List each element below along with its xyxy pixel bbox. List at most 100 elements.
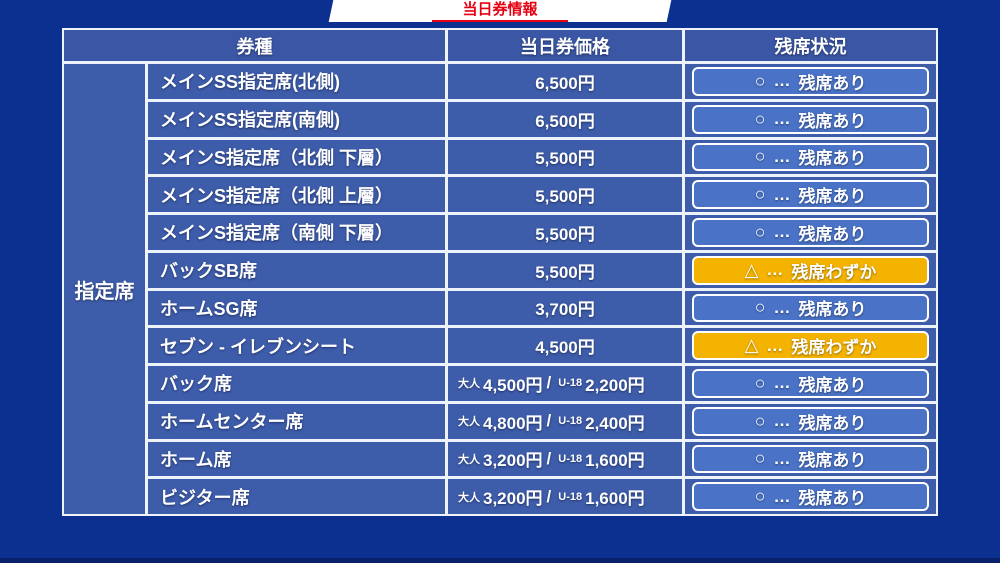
status-label: 残席わずか: [791, 262, 877, 282]
ticket-name: セブン - イレブンシート: [148, 328, 445, 363]
status-separator: …: [773, 146, 791, 166]
category-label: 指定席: [64, 64, 145, 514]
adult-price-value: 3,200円: [483, 451, 543, 471]
ticket-name: ホーム席: [148, 441, 445, 477]
status-cell: ○ … 残席あり: [685, 403, 936, 439]
status-separator: …: [773, 109, 791, 129]
ticket-name: メインSS指定席(北側): [148, 64, 445, 99]
status-label: 残席わずか: [791, 338, 877, 358]
u18-price-label: U-18: [558, 452, 583, 465]
status-badge-available: ○ … 残席あり: [692, 180, 929, 209]
circle-icon: ○: [754, 108, 766, 129]
status-cell: ○ … 残席あり: [685, 215, 936, 250]
circle-icon: ○: [754, 70, 766, 91]
status-cell: ○ … 残席あり: [685, 479, 936, 514]
status-cell: ○ … 残席あり: [685, 177, 936, 212]
price-separator: /: [546, 411, 552, 431]
status-label: 残席あり: [798, 73, 867, 93]
ticket-name: ホームSG席: [148, 290, 445, 326]
status-separator: …: [773, 411, 791, 431]
u18-price-value: 1,600円: [585, 489, 645, 509]
adult-price-label: 大人: [458, 378, 480, 391]
circle-icon: ○: [754, 221, 766, 242]
price-separator: /: [546, 373, 552, 393]
u18-price-value: 1,600円: [585, 451, 645, 471]
price-separator: /: [546, 448, 552, 468]
status-separator: …: [773, 222, 791, 242]
status-cell: ○ … 残席あり: [685, 64, 936, 99]
price-separator: /: [546, 486, 552, 506]
circle-icon: ○: [754, 410, 766, 431]
status-badge-available: ○ … 残席あり: [692, 67, 929, 96]
status-separator: …: [773, 297, 791, 317]
adult-price-value: 4,800円: [483, 413, 543, 433]
status-badge-available: ○ … 残席あり: [692, 369, 929, 398]
adult-price-value: 4,500円: [483, 375, 543, 395]
status-cell: ○ … 残席あり: [685, 101, 936, 137]
ticket-name: バック席: [148, 366, 445, 401]
status-cell: △ … 残席わずか: [685, 328, 936, 363]
status-separator: …: [766, 260, 784, 280]
triangle-icon: △: [744, 259, 759, 280]
status-label: 残席あり: [798, 224, 867, 244]
status-label: 残席あり: [798, 413, 867, 433]
status-label: 残席あり: [798, 111, 867, 131]
ticket-price: 5,500円: [448, 252, 682, 288]
status-badge-available: ○ … 残席あり: [692, 104, 929, 134]
adult-price-label: 大人: [458, 491, 480, 504]
ticket-price: 5,500円: [448, 215, 682, 250]
circle-icon: ○: [754, 146, 766, 167]
circle-icon: ○: [754, 372, 766, 393]
header-price: 当日券価格: [448, 30, 682, 61]
ticket-price: 大人 4,800円 / U-18 2,400円: [448, 403, 682, 439]
ticket-name: メインS指定席（北側 下層）: [148, 139, 445, 175]
status-badge-available: ○ … 残席あり: [692, 142, 929, 172]
status-badge-available: ○ … 残席あり: [692, 482, 929, 511]
status-label: 残席あり: [798, 489, 867, 509]
ticket-price: 3,700円: [448, 290, 682, 326]
ticket-price: 大人 4,500円 / U-18 2,200円: [448, 366, 682, 401]
status-badge-available: ○ … 残席あり: [692, 218, 929, 247]
status-label: 残席あり: [798, 300, 867, 320]
u18-price-value: 2,200円: [585, 375, 645, 395]
ticket-name: メインSS指定席(南側): [148, 101, 445, 137]
status-badge-few: △ … 残席わずか: [692, 255, 929, 285]
ticket-price: 4,500円: [448, 328, 682, 363]
u18-price-value: 2,400円: [585, 413, 645, 433]
circle-icon: ○: [754, 448, 766, 469]
status-separator: …: [773, 448, 791, 468]
ticket-price: 6,500円: [448, 101, 682, 137]
adult-price-label: 大人: [458, 416, 480, 429]
ticket-name: メインS指定席（南側 下層）: [148, 215, 445, 250]
status-badge-few: △ … 残席わずか: [692, 331, 929, 360]
status-separator: …: [773, 71, 791, 91]
ticket-price: 大人 3,200円 / U-18 1,600円: [448, 479, 682, 514]
status-badge-available: ○ … 残席あり: [692, 293, 929, 323]
status-separator: …: [773, 184, 791, 204]
status-cell: ○ … 残席あり: [685, 290, 936, 326]
status-label: 残席あり: [798, 375, 867, 395]
status-label: 残席あり: [798, 451, 867, 471]
title-banner-inner: 当日券情報: [331, 0, 669, 22]
title-banner: 当日券情報: [328, 0, 672, 22]
ticket-name: ビジター席: [148, 479, 445, 514]
status-badge-available: ○ … 残席あり: [692, 406, 929, 436]
status-separator: …: [766, 335, 784, 355]
adult-price-value: 3,200円: [483, 489, 543, 509]
ticket-price: 5,500円: [448, 177, 682, 212]
status-cell: △ … 残席わずか: [685, 252, 936, 288]
page-title: 当日券情報: [432, 0, 568, 22]
adult-price-label: 大人: [458, 453, 480, 466]
status-separator: …: [773, 373, 791, 393]
status-label: 残席あり: [798, 149, 867, 169]
u18-price-label: U-18: [558, 377, 583, 390]
ticket-name: メインS指定席（北側 上層）: [148, 177, 445, 212]
status-separator: …: [773, 486, 791, 506]
status-cell: ○ … 残席あり: [685, 441, 936, 477]
ticket-price: 大人 3,200円 / U-18 1,600円: [448, 441, 682, 477]
circle-icon: ○: [754, 486, 766, 507]
ticket-name: バックSB席: [148, 252, 445, 288]
u18-price-label: U-18: [558, 490, 583, 503]
ticket-price: 5,500円: [448, 139, 682, 175]
